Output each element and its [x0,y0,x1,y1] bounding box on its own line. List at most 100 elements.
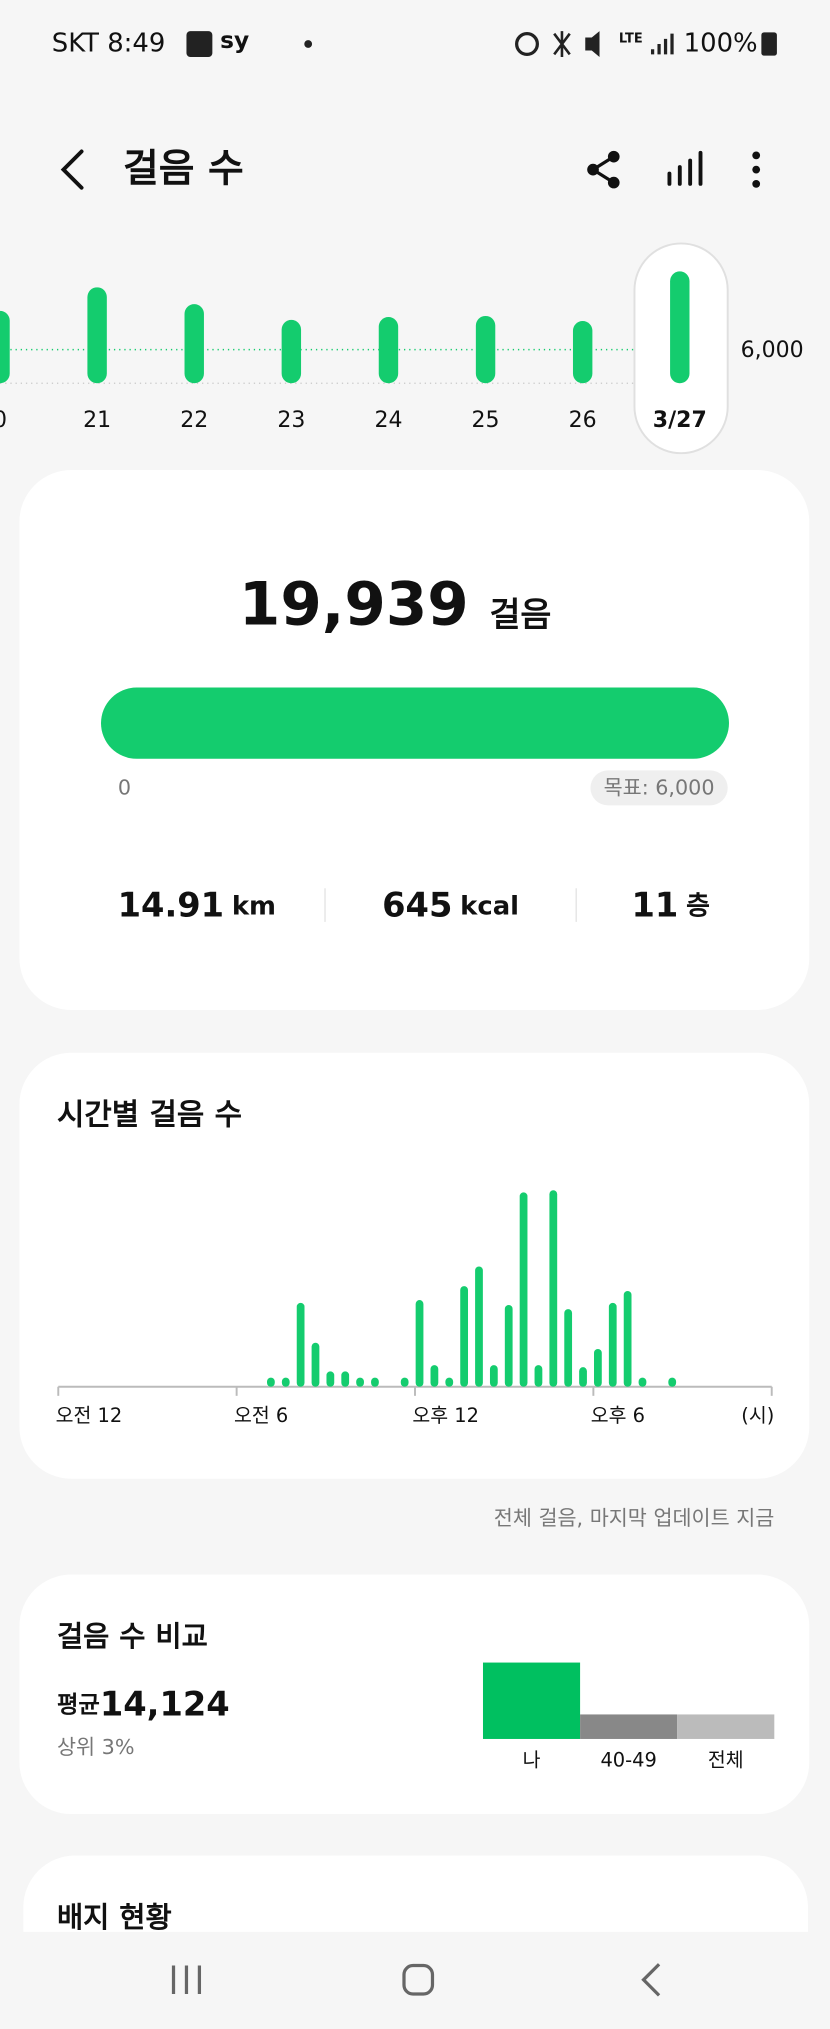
hour-bar [341,1371,350,1387]
day-bar[interactable] [0,310,10,384]
battery-icon [761,32,777,56]
stat-unit: kcal [460,891,519,921]
rank: 상위 3% [57,1735,135,1759]
x-unit: (시) [741,1404,774,1427]
hour-bar [460,1286,469,1387]
hour-bar [400,1377,409,1387]
chart-button[interactable] [667,150,703,186]
stat: 14.91 km [118,885,276,924]
day-label[interactable]: 26 [569,408,597,433]
day-label[interactable]: 0 [0,408,7,433]
day-bar[interactable] [87,287,107,384]
stat-value: 14.91 [118,885,224,924]
comparison-label: 전체 [708,1748,744,1771]
recents-button[interactable] [171,1965,202,1995]
status-icon [186,31,213,57]
daily-chart: 6,000 0 21 22 23 24 25 26 3/27 [0,242,804,455]
stat-value: 645 [382,885,452,924]
day-bar[interactable] [281,319,302,384]
share-button[interactable] [587,150,620,189]
stat-value: 11 [632,885,679,924]
comparison-chart: 나 40-49 전체 [482,1662,775,1771]
step-count: 19,939 [239,571,469,640]
x-tick-label: 오후 6 [591,1404,645,1427]
more-button[interactable] [752,151,761,188]
badges-title: 배지 현황 [57,1901,172,1934]
day-bar[interactable] [572,320,593,384]
goal-label: 6,000 [741,338,804,363]
status-app: sy [220,27,249,54]
home-button[interactable] [402,1963,435,1996]
hour-bar [371,1377,379,1387]
hour-bar [519,1192,528,1387]
comparison-card[interactable] [19,1574,810,1815]
hour-bar [326,1371,335,1387]
mute-icon [585,31,600,57]
back-nav-button[interactable] [641,1963,661,1997]
day-label[interactable]: 21 [83,408,111,433]
hour-bar [534,1365,543,1387]
progress-bar [101,687,729,759]
step-unit: 걸음 [489,595,551,634]
comparison-bar [677,1714,775,1739]
comparison-bar [482,1662,581,1739]
hour-bar [296,1302,305,1387]
comparison-label: 40-49 [600,1748,656,1771]
day-label[interactable]: 25 [472,408,500,433]
hour-bar [356,1377,364,1387]
hour-bar [311,1342,320,1387]
status-network: LTE [619,31,643,46]
nav-bar [0,1931,830,2029]
day-bar[interactable] [670,271,690,384]
stat-unit: km [232,891,276,921]
bluetooth-icon [553,31,571,57]
x-tick-label: 오전 12 [56,1404,123,1427]
status-time: SKT 8:49 [52,29,166,59]
goal-pill [590,770,728,806]
hour-bar [579,1367,587,1387]
status-dot [304,40,313,48]
x-tick-label: 오전 6 [234,1404,288,1427]
day-bar[interactable] [378,317,399,384]
goal-text: 목표: 6,000 [604,776,715,800]
stats-row: 14.91 km 645 kcal 11 층 [118,885,710,924]
hour-bar [475,1266,483,1387]
day-label[interactable]: 23 [277,408,305,433]
average: 평균14,124 [57,1684,230,1723]
hour-bar [415,1300,424,1387]
average-label: 평균 [57,1691,100,1718]
hour-bar [267,1377,275,1387]
update-note: 전체 걸음, 마지막 업데이트 지금 [494,1506,775,1530]
day-label[interactable]: 22 [180,408,208,433]
day-label[interactable]: 3/27 [653,408,707,433]
hourly-title: 시간별 걸음 수 [57,1098,242,1133]
average-value: 14,124 [100,1684,230,1723]
hour-bar [489,1365,498,1387]
comparison-label: 나 [523,1748,541,1771]
hour-bar [564,1309,573,1387]
hour-bar [549,1190,558,1387]
status-battery: 100% [684,29,758,59]
stat-unit: 층 [686,891,710,921]
hour-bar [623,1290,632,1387]
comparison-title: 걸음 수 비교 [57,1620,208,1653]
hour-bar [430,1365,439,1387]
stat: 645 kcal [382,885,519,924]
hour-bar [608,1302,617,1387]
alarm-icon [515,32,539,57]
signal-icon [650,33,674,55]
day-bar[interactable] [475,315,496,384]
day-bar[interactable] [184,304,204,384]
hour-bar [281,1377,290,1387]
x-tick-label: 오후 12 [412,1404,479,1427]
progress-start: 0 [118,776,131,800]
hour-bar [668,1377,677,1387]
back-button[interactable] [60,149,84,190]
hour-bar [445,1377,454,1387]
page-title: 걸음 수 [123,146,244,191]
day-label[interactable]: 24 [374,408,402,433]
hourly-chart: 오전 12 오전 6 오후 12 오후 6 (시) [56,1190,774,1427]
